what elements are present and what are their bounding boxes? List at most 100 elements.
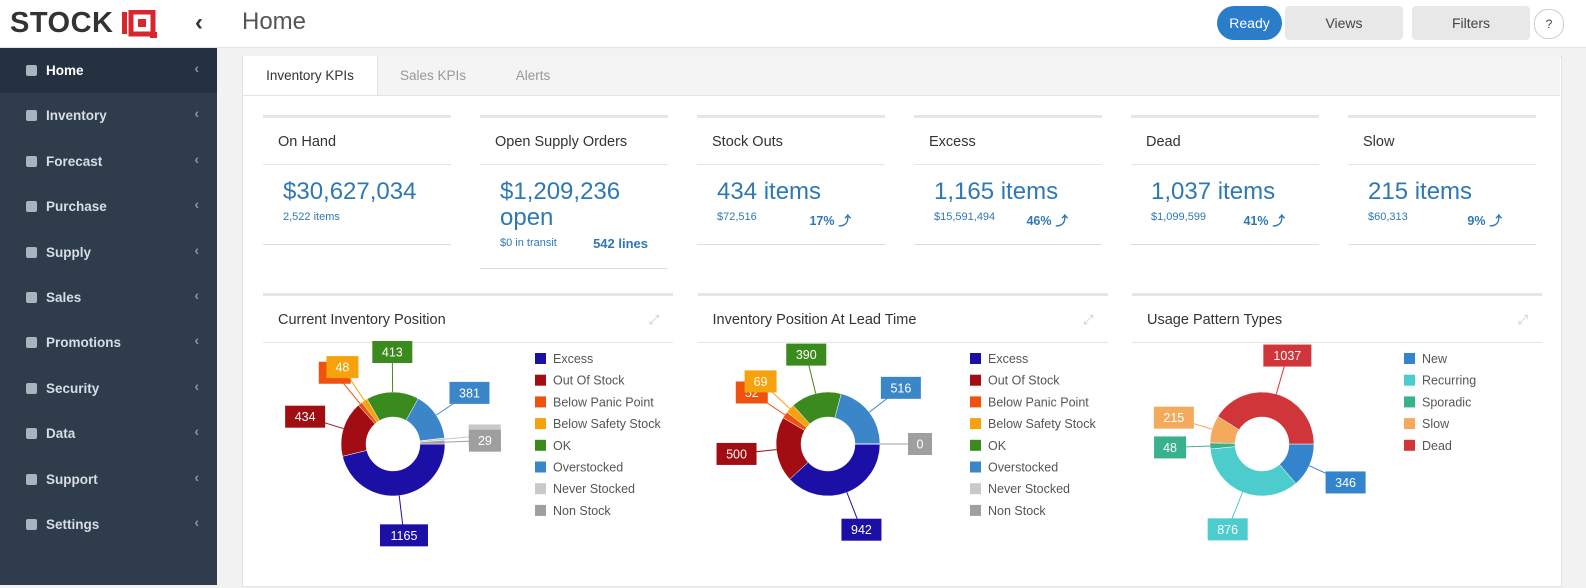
tab[interactable]: Inventory KPIs <box>243 56 378 95</box>
nav-item[interactable]: Forecast‹ <box>0 139 217 184</box>
data-label: 48 <box>1163 441 1177 455</box>
panel-divider <box>263 342 673 343</box>
data-label: 215 <box>1163 411 1184 425</box>
nav-label: Sales <box>46 290 81 305</box>
trend-icon: ⤴ <box>1272 214 1285 228</box>
data-label: 1037 <box>1273 349 1301 363</box>
legend-label[interactable]: Never Stocked <box>553 482 635 496</box>
nav-item[interactable]: Supply‹ <box>0 230 217 275</box>
nav-item[interactable]: Security‹ <box>0 366 217 411</box>
nav-chevron: ‹ <box>194 196 199 212</box>
nav-icon <box>26 428 37 439</box>
nav-label: Inventory <box>46 108 107 123</box>
data-label: 516 <box>890 381 911 395</box>
legend-label[interactable]: Non Stock <box>553 504 611 518</box>
nav-icon <box>26 65 37 76</box>
legend-label[interactable]: Overstocked <box>988 461 1058 475</box>
kpi-extra-value: 17% <box>809 214 834 228</box>
nav-chevron: ‹ <box>194 60 199 76</box>
header: STOCK ‹ Home Ready Views Filters ? <box>0 0 1586 48</box>
nav-item[interactable]: Purchase ‹ <box>0 184 217 229</box>
nav-item[interactable]: Home‹ <box>0 48 217 93</box>
kpi-extra: 17%⤴ <box>809 210 851 229</box>
chart-title: Current Inventory Position <box>278 312 446 328</box>
data-label: 0 <box>916 438 923 452</box>
legend-label[interactable]: Dead <box>1422 439 1452 453</box>
legend-swatch <box>535 505 546 516</box>
collapse-toggle[interactable]: ‹ <box>195 9 203 37</box>
kpi-divider <box>914 164 1102 165</box>
legend-label[interactable]: Below Safety Stock <box>988 417 1096 431</box>
donut-slice[interactable] <box>1210 447 1296 496</box>
nav-item[interactable]: Promotions‹ <box>0 320 217 365</box>
chart-title: Usage Pattern Types <box>1147 312 1282 328</box>
legend-label[interactable]: Sporadic <box>1422 395 1471 409</box>
kpi-sub: $60,313 <box>1368 211 1408 223</box>
legend-label[interactable]: Excess <box>988 352 1028 366</box>
legend-label[interactable]: Out Of Stock <box>553 374 625 388</box>
nav-icon <box>26 156 37 167</box>
legend-label[interactable]: OK <box>988 439 1007 453</box>
trend-icon: ⤴ <box>1055 214 1068 228</box>
nav-icon <box>26 247 37 258</box>
legend-swatch <box>970 375 981 386</box>
nav-item[interactable]: Settings‹ <box>0 502 217 547</box>
legend-label[interactable]: Recurring <box>1422 374 1476 388</box>
nav-chevron: ‹ <box>194 514 199 530</box>
legend-label[interactable]: Below Panic Point <box>553 395 654 409</box>
expand-icon[interactable]: ⤢ <box>1518 312 1528 328</box>
nav-icon <box>26 110 37 121</box>
legend-label[interactable]: Non Stock <box>988 504 1046 518</box>
legend-label[interactable]: Slow <box>1422 417 1450 431</box>
panel-divider <box>698 342 1108 343</box>
ready-button[interactable]: Ready <box>1217 6 1282 40</box>
help-button[interactable]: ? <box>1534 9 1564 39</box>
legend-label[interactable]: Out Of Stock <box>988 374 1060 388</box>
legend-label[interactable]: Excess <box>553 352 593 366</box>
nav-item[interactable]: Support‹ <box>0 457 217 502</box>
data-label: 381 <box>459 386 480 400</box>
nav-chevron: ‹ <box>194 151 199 167</box>
nav-item[interactable]: Sales‹ <box>0 275 217 320</box>
legend-swatch <box>1404 375 1415 386</box>
legend-swatch <box>1404 396 1415 407</box>
chart-panel: Current Inventory Position⤢1165434354841… <box>263 293 673 588</box>
sidebar: Home‹Inventory‹Forecast‹Purchase‹Supply‹… <box>0 48 217 585</box>
legend-swatch <box>535 353 546 364</box>
nav-chevron: ‹ <box>194 423 199 439</box>
expand-icon[interactable]: ⤢ <box>1083 312 1093 328</box>
donut-slice[interactable] <box>834 394 879 444</box>
donut-slice[interactable] <box>789 444 879 496</box>
legend-label[interactable]: New <box>1422 352 1448 366</box>
legend-swatch <box>1404 353 1415 364</box>
expand-icon[interactable]: ⤢ <box>649 312 659 328</box>
legend-label[interactable]: Below Panic Point <box>988 395 1089 409</box>
nav-item[interactable]: Data‹ <box>0 411 217 456</box>
kpi-extra-value: 542 lines <box>593 236 648 251</box>
legend-label[interactable]: Overstocked <box>553 461 623 475</box>
data-label: 876 <box>1217 523 1238 537</box>
kpi-card: Open Supply Orders$1,209,236 open$0 in t… <box>480 115 668 269</box>
nav-label: Support <box>46 472 98 487</box>
nav-item[interactable]: Inventory‹ <box>0 93 217 138</box>
kpi-divider <box>1348 164 1536 165</box>
legend-label[interactable]: OK <box>553 439 572 453</box>
legend-label[interactable]: Never Stocked <box>988 482 1070 496</box>
legend-label[interactable]: Below Safety Stock <box>553 417 661 431</box>
chart-body: 942500526939051600ExcessOut Of StockBelo… <box>716 344 1096 541</box>
filters-button[interactable]: Filters <box>1412 6 1530 40</box>
nav-chevron: ‹ <box>194 332 199 348</box>
legend-swatch <box>970 353 981 364</box>
tab[interactable]: Sales KPIs <box>378 56 488 95</box>
nav-label: Purchase <box>46 199 107 214</box>
kpi-divider <box>263 164 451 165</box>
views-button[interactable]: Views <box>1285 6 1403 40</box>
nav-chevron: ‹ <box>194 378 199 394</box>
tab[interactable]: Alerts <box>488 56 578 95</box>
